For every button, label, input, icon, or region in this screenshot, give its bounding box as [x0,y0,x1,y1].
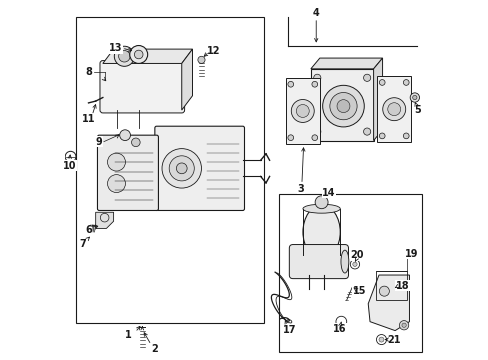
Circle shape [107,175,125,193]
Circle shape [336,100,349,113]
Bar [285,78,319,144]
Text: 9: 9 [96,137,102,147]
Circle shape [387,103,400,116]
Text: 5: 5 [413,105,420,115]
Circle shape [379,133,384,139]
Ellipse shape [303,205,340,259]
FancyBboxPatch shape [100,60,184,113]
Polygon shape [367,275,408,330]
Circle shape [363,128,370,135]
Polygon shape [373,58,382,140]
Circle shape [114,46,134,66]
Circle shape [120,130,130,140]
Text: 16: 16 [332,324,346,334]
Circle shape [107,153,125,171]
Polygon shape [102,49,192,63]
Circle shape [379,286,388,296]
Text: 2: 2 [151,343,158,354]
Text: 17: 17 [282,325,295,334]
Circle shape [382,98,405,121]
Text: 3: 3 [297,184,304,194]
Circle shape [314,196,327,209]
Circle shape [296,104,308,117]
FancyBboxPatch shape [97,135,158,211]
Bar [376,76,410,142]
Circle shape [352,262,356,266]
Circle shape [399,320,408,330]
Circle shape [322,85,364,127]
Circle shape [363,74,370,81]
Circle shape [291,99,314,122]
Circle shape [311,135,317,140]
Text: 8: 8 [85,67,92,77]
Bar [278,194,421,352]
Circle shape [169,156,194,181]
Circle shape [412,95,416,100]
Text: 13: 13 [108,43,122,53]
Text: 4: 4 [312,8,319,18]
Text: 14: 14 [322,188,335,198]
Circle shape [134,50,142,59]
Circle shape [379,80,384,85]
Circle shape [378,337,383,342]
Ellipse shape [303,204,340,213]
Ellipse shape [340,250,348,273]
FancyBboxPatch shape [310,69,373,140]
Text: 6: 6 [85,225,92,235]
Text: 10: 10 [62,161,76,171]
Circle shape [129,45,147,63]
Text: 15: 15 [352,286,365,296]
Text: 11: 11 [81,114,95,124]
Text: 21: 21 [387,334,400,345]
Circle shape [313,128,320,135]
Circle shape [287,135,293,140]
Bar [376,271,406,300]
Circle shape [329,93,356,120]
Text: 12: 12 [207,46,220,56]
Text: 19: 19 [404,248,417,258]
Circle shape [287,81,293,87]
Circle shape [403,80,408,85]
Text: 20: 20 [350,250,364,260]
Bar [76,17,264,323]
Circle shape [131,138,140,147]
Circle shape [198,56,204,63]
Circle shape [176,163,187,174]
Text: 1: 1 [124,330,131,340]
Circle shape [409,93,419,102]
Polygon shape [182,49,192,110]
Circle shape [162,149,201,188]
Polygon shape [310,58,382,69]
Circle shape [403,133,408,139]
Circle shape [401,323,406,327]
Polygon shape [96,212,113,228]
FancyBboxPatch shape [289,244,348,279]
Circle shape [313,74,320,81]
Circle shape [311,81,317,87]
Circle shape [119,50,130,62]
FancyBboxPatch shape [155,126,244,211]
Text: 7: 7 [79,239,85,249]
Text: 18: 18 [395,281,408,291]
